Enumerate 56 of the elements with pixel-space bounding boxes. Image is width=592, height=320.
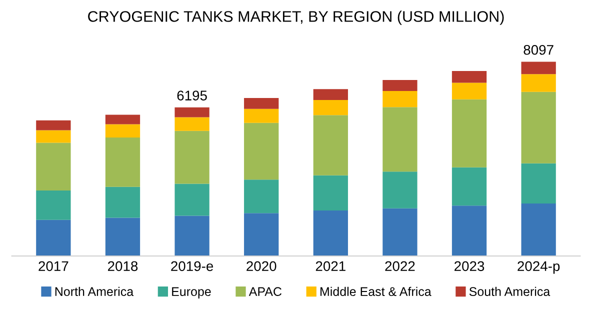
bar (521, 74, 556, 92)
bar (452, 71, 487, 83)
bar (36, 220, 71, 256)
legend-label: Europe (172, 287, 211, 298)
bar (244, 180, 279, 214)
chart-title: CRYOGENIC TANKS MARKET, BY REGION (USD MILLION) (88, 10, 504, 25)
bar (36, 190, 71, 220)
bar (105, 137, 140, 187)
bar (452, 206, 487, 256)
bar (382, 80, 418, 92)
bar (174, 184, 210, 216)
x-tick-label: 2018 (108, 261, 138, 272)
bar (313, 100, 348, 116)
x-tick-label: 2020 (246, 261, 276, 272)
bar (521, 204, 556, 256)
bar (36, 120, 71, 130)
bar (174, 117, 210, 131)
bar (382, 208, 418, 256)
bar (452, 167, 487, 206)
legend-label: North America (55, 286, 134, 296)
bar (521, 163, 556, 204)
x-tick-label: 2022 (385, 261, 415, 272)
bar (382, 107, 418, 172)
bar (244, 213, 279, 256)
x-tick-label: 2019-e (171, 261, 214, 272)
x-tick-label: 2021 (316, 261, 346, 272)
bar (382, 172, 418, 208)
bar (244, 108, 279, 123)
bar (174, 216, 210, 256)
bar (452, 99, 487, 168)
legend-label: South America (469, 286, 550, 296)
x-tick-label: 2017 (38, 261, 68, 272)
bar (244, 98, 279, 109)
bar (105, 186, 140, 218)
annotation: 6195 (177, 90, 207, 100)
bar (521, 62, 556, 74)
legend-label: APAC (248, 287, 282, 296)
bar (105, 114, 140, 124)
x-tick-label: 2023 (454, 261, 484, 272)
bar (452, 82, 487, 100)
x-tick-label: 2024-p (518, 261, 560, 274)
bar (382, 91, 418, 108)
bar (313, 89, 348, 100)
bar (313, 115, 348, 176)
annotation: 8097 (524, 44, 554, 55)
bar (244, 122, 279, 180)
bar (36, 142, 71, 191)
legend-label: Middle East & Africa (320, 286, 432, 296)
bar (105, 218, 140, 256)
bar (174, 130, 210, 184)
bar (521, 92, 556, 164)
bar (313, 210, 348, 256)
bar (313, 175, 348, 211)
bar (36, 130, 71, 143)
bar (174, 107, 210, 118)
bar (105, 124, 140, 138)
